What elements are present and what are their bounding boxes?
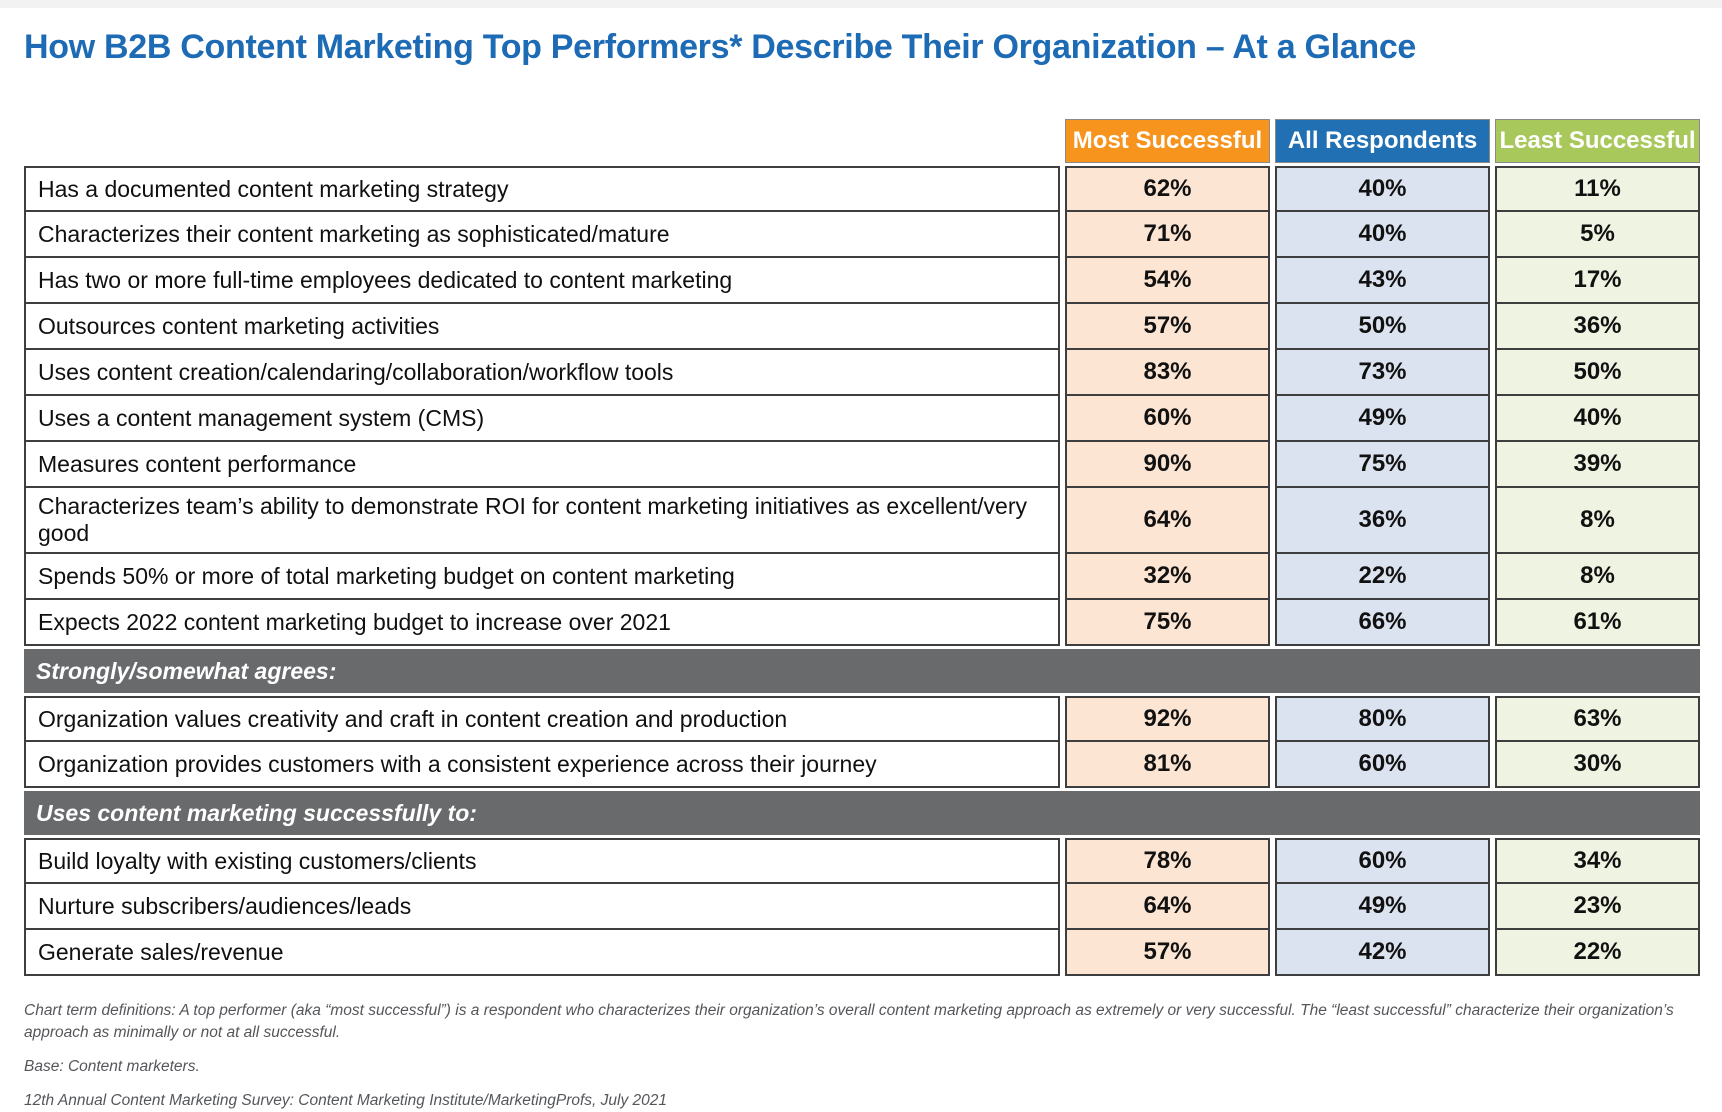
table-body: Has a documented content marketing strat… <box>24 166 1700 976</box>
value-cell-most-successful: 54% <box>1065 258 1270 304</box>
value-cell-least-successful: 34% <box>1495 838 1700 884</box>
header-spacer <box>24 119 1060 163</box>
table-header-row: Most Successful All Respondents Least Su… <box>24 119 1700 163</box>
value-cell-least-successful: 36% <box>1495 304 1700 350</box>
value-cell-most-successful: 90% <box>1065 442 1270 488</box>
value-cell-all-respondents: 40% <box>1275 166 1490 212</box>
value-cell-all-respondents: 66% <box>1275 600 1490 646</box>
value-cell-most-successful: 83% <box>1065 350 1270 396</box>
value-cell-least-successful: 5% <box>1495 212 1700 258</box>
value-cell-least-successful: 17% <box>1495 258 1700 304</box>
value-cell-least-successful: 8% <box>1495 554 1700 600</box>
value-cell-all-respondents: 49% <box>1275 884 1490 930</box>
column-header-least-successful: Least Successful <box>1495 119 1700 163</box>
value-cell-all-respondents: 75% <box>1275 442 1490 488</box>
value-cell-least-successful: 63% <box>1495 696 1700 742</box>
value-cell-all-respondents: 73% <box>1275 350 1490 396</box>
footnote-definitions: Chart term definitions: A top performer … <box>24 1002 1674 1041</box>
row-label: Uses content creation/calendaring/collab… <box>24 350 1060 396</box>
value-cell-least-successful: 61% <box>1495 600 1700 646</box>
value-cell-all-respondents: 49% <box>1275 396 1490 442</box>
footnote-base: Base: Content marketers. <box>24 1058 200 1075</box>
row-label: Build loyalty with existing customers/cl… <box>24 838 1060 884</box>
value-cell-most-successful: 81% <box>1065 742 1270 788</box>
value-cell-least-successful: 30% <box>1495 742 1700 788</box>
row-label: Organization provides customers with a c… <box>24 742 1060 788</box>
value-cell-all-respondents: 50% <box>1275 304 1490 350</box>
row-label: Characterizes team’s ability to demonstr… <box>24 488 1060 554</box>
value-cell-most-successful: 64% <box>1065 488 1270 554</box>
top-strip <box>0 0 1722 8</box>
column-header-all-respondents: All Respondents <box>1275 119 1490 163</box>
value-cell-least-successful: 11% <box>1495 166 1700 212</box>
value-cell-least-successful: 8% <box>1495 488 1700 554</box>
row-label: Uses a content management system (CMS) <box>24 396 1060 442</box>
value-cell-most-successful: 75% <box>1065 600 1270 646</box>
row-label: Generate sales/revenue <box>24 930 1060 976</box>
value-cell-most-successful: 60% <box>1065 396 1270 442</box>
row-label: Spends 50% or more of total marketing bu… <box>24 554 1060 600</box>
footnotes: Chart term definitions: A top performer … <box>24 1000 1704 1112</box>
value-cell-most-successful: 78% <box>1065 838 1270 884</box>
value-cell-most-successful: 71% <box>1065 212 1270 258</box>
page-title: How B2B Content Marketing Top Performers… <box>24 28 1417 66</box>
column-header-most-successful: Most Successful <box>1065 119 1270 163</box>
footnote-source: 12th Annual Content Marketing Survey: Co… <box>24 1092 668 1109</box>
row-label: Expects 2022 content marketing budget to… <box>24 600 1060 646</box>
section-header-strongly-somewhat-agrees-: Strongly/somewhat agrees: <box>24 649 1700 693</box>
value-cell-all-respondents: 40% <box>1275 212 1490 258</box>
value-cell-least-successful: 39% <box>1495 442 1700 488</box>
value-cell-least-successful: 22% <box>1495 930 1700 976</box>
value-cell-all-respondents: 43% <box>1275 258 1490 304</box>
row-label: Measures content performance <box>24 442 1060 488</box>
row-label: Organization values creativity and craft… <box>24 696 1060 742</box>
value-cell-most-successful: 92% <box>1065 696 1270 742</box>
row-label: Characterizes their content marketing as… <box>24 212 1060 258</box>
value-cell-all-respondents: 60% <box>1275 838 1490 884</box>
value-cell-most-successful: 62% <box>1065 166 1270 212</box>
value-cell-all-respondents: 36% <box>1275 488 1490 554</box>
row-label: Nurture subscribers/audiences/leads <box>24 884 1060 930</box>
row-label: Has a documented content marketing strat… <box>24 166 1060 212</box>
value-cell-most-successful: 32% <box>1065 554 1270 600</box>
value-cell-all-respondents: 22% <box>1275 554 1490 600</box>
value-cell-most-successful: 57% <box>1065 304 1270 350</box>
value-cell-all-respondents: 60% <box>1275 742 1490 788</box>
value-cell-most-successful: 57% <box>1065 930 1270 976</box>
value-cell-all-respondents: 42% <box>1275 930 1490 976</box>
value-cell-all-respondents: 80% <box>1275 696 1490 742</box>
row-label: Has two or more full-time employees dedi… <box>24 258 1060 304</box>
value-cell-least-successful: 23% <box>1495 884 1700 930</box>
value-cell-least-successful: 50% <box>1495 350 1700 396</box>
report-page: How B2B Content Marketing Top Performers… <box>0 8 1722 1112</box>
section-header-uses-content-marketing-successfully-to-: Uses content marketing successfully to: <box>24 791 1700 835</box>
value-cell-least-successful: 40% <box>1495 396 1700 442</box>
row-label: Outsources content marketing activities <box>24 304 1060 350</box>
value-cell-most-successful: 64% <box>1065 884 1270 930</box>
